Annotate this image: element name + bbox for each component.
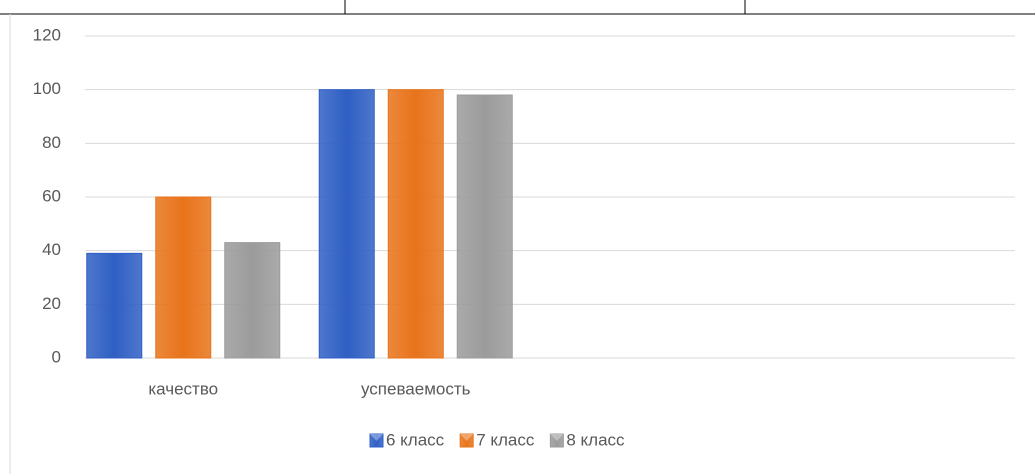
bar [224, 242, 281, 359]
legend-swatch-mark [370, 434, 383, 441]
legend-swatch [459, 433, 474, 448]
y-tick-label: 80 [42, 133, 61, 152]
y-tick-label: 100 [33, 79, 61, 98]
legend-label: 6 класс [386, 430, 445, 449]
legend-label: 7 класс [476, 430, 535, 449]
y-tick-label: 60 [42, 186, 61, 205]
y-tick-label: 0 [52, 347, 61, 366]
y-tick-label: 120 [33, 25, 61, 44]
legend: 6 класс 7 класс 8 класс [369, 430, 625, 449]
x-tick-label: успеваемость [361, 379, 471, 398]
bar [456, 94, 513, 359]
bar [318, 89, 375, 359]
legend-swatch-mark [550, 434, 564, 441]
bar [155, 196, 212, 359]
bar [86, 252, 143, 359]
legend-label: 8 класс [566, 430, 625, 449]
legend-swatch [549, 433, 564, 448]
bar [387, 89, 444, 359]
legend-swatch [369, 433, 384, 448]
y-tick-label: 40 [42, 240, 61, 259]
x-tick-label: качество [148, 379, 218, 398]
y-tick-label: 20 [42, 294, 61, 313]
legend-swatch-mark [460, 434, 474, 441]
